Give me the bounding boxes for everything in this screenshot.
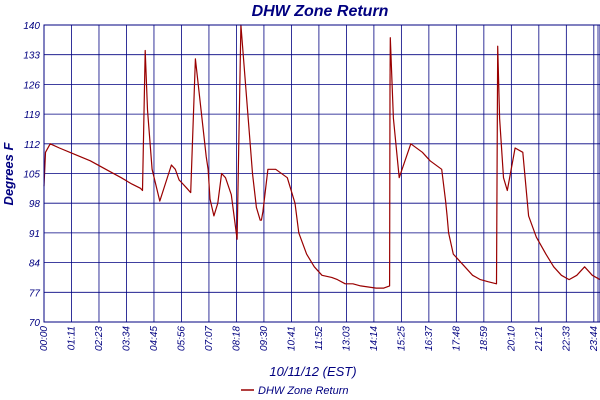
- x-tick-label: 21:21: [534, 326, 545, 352]
- y-tick-label: 77: [29, 288, 41, 299]
- y-tick-labels: 70 77 84 91 98 105 112 119 126 133 140: [23, 21, 40, 329]
- x-tick-label: 04:45: [149, 326, 160, 351]
- y-tick-label: 119: [24, 110, 40, 121]
- y-tick-label: 126: [23, 80, 40, 91]
- legend: DHW Zone Return: [241, 385, 348, 397]
- x-tick-label: 00:00: [39, 326, 50, 351]
- x-tick-label: 08:18: [231, 326, 242, 351]
- x-tick-label: 16:37: [424, 326, 435, 351]
- y-tick-label: 133: [23, 51, 40, 62]
- x-tick-label: 02:23: [94, 326, 105, 351]
- x-tick-label: 15:25: [396, 326, 407, 351]
- y-tick-label: 140: [23, 21, 40, 32]
- chart-title: DHW Zone Return: [252, 3, 389, 20]
- y-tick-label: 98: [29, 199, 41, 210]
- legend-label-dhw-zone-return: DHW Zone Return: [258, 385, 348, 397]
- x-tick-label: 18:59: [479, 326, 490, 351]
- y-tick-label: 84: [29, 259, 41, 270]
- y-tick-label: 91: [29, 229, 40, 240]
- y-tick-label: 105: [23, 170, 40, 181]
- x-tick-label: 10:41: [286, 326, 297, 351]
- x-tick-label: 01:11: [66, 326, 77, 350]
- x-tick-label: 23:44: [589, 326, 600, 352]
- series-line-dhw-zone-return: [43, 24, 600, 289]
- plot-border: [43, 24, 600, 323]
- x-tick-label: 09:30: [259, 326, 270, 351]
- x-tick-label: 05:56: [176, 326, 187, 351]
- y-tick-label: 112: [24, 140, 40, 151]
- x-tick-label: 17:48: [451, 326, 462, 351]
- grid: [44, 24, 600, 323]
- x-tick-label: 07:07: [204, 326, 215, 351]
- x-tick-labels: 00:00 01:11 02:23 03:34 04:45 05:56 07:07 08:18…: [39, 326, 600, 352]
- x-tick-label: 14:14: [369, 326, 380, 351]
- y-tick-label: 70: [29, 318, 41, 329]
- x-tick-label: 11:52: [314, 326, 325, 351]
- y-axis-label: Degrees F: [1, 142, 16, 206]
- x-tick-label: 22:33: [561, 326, 572, 352]
- x-tick-label: 13:03: [341, 326, 352, 351]
- x-axis-label: 10/11/12 (EST): [269, 364, 356, 379]
- series-layer: [43, 24, 600, 289]
- x-tick-label: 20:10: [506, 326, 517, 352]
- x-tick-label: 03:34: [121, 326, 132, 351]
